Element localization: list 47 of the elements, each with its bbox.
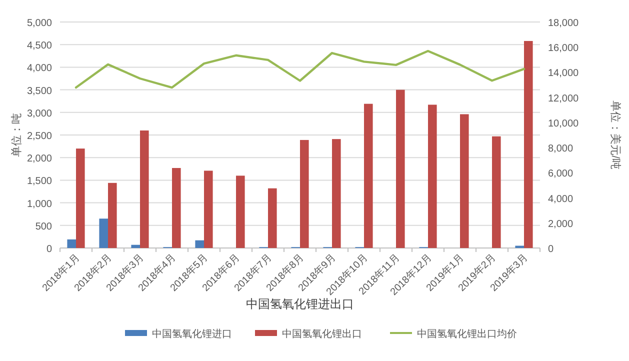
bar — [108, 182, 117, 248]
y2-tick-label: 18,000 — [548, 18, 580, 29]
bar — [300, 140, 309, 248]
bar — [492, 136, 501, 248]
bar — [396, 90, 405, 248]
y2-tick-label: 6,000 — [548, 168, 574, 180]
y2-tick-label: 4,000 — [548, 194, 574, 205]
bar — [268, 188, 277, 248]
bar — [195, 240, 204, 248]
y-axis-title: 单位：吨 — [10, 113, 23, 157]
y-tick-label: 5,000 — [26, 18, 52, 29]
bar — [524, 40, 533, 248]
y-tick-label: 4,000 — [26, 63, 52, 74]
legend-label: 中国氢氧化锂进口 — [152, 328, 232, 340]
y-tick-label: 1,000 — [26, 198, 52, 210]
y2-tick-label: 12,000 — [548, 93, 580, 104]
bar — [332, 139, 341, 248]
y2-tick-label: 0 — [548, 244, 554, 255]
y-tick-label: 2,000 — [26, 154, 52, 165]
y2-tick-label: 16,000 — [548, 43, 580, 54]
y2-tick-label: 10,000 — [548, 118, 580, 130]
bar — [67, 239, 76, 248]
bar — [204, 170, 213, 248]
bar — [364, 104, 373, 248]
legend-label: 中国氢氧化锂出口均价 — [417, 328, 517, 340]
y-tick-label: 4,500 — [26, 40, 52, 52]
bar — [99, 218, 108, 248]
y-tick-label: 2,500 — [26, 131, 52, 142]
line-series — [74, 50, 526, 89]
y2-tick-label: 8,000 — [548, 144, 574, 155]
bar — [236, 176, 245, 248]
bar — [140, 130, 149, 248]
bar — [460, 114, 469, 248]
y-tick-label: 3,500 — [26, 86, 52, 97]
y-tick-label: 500 — [35, 221, 52, 232]
text: 中国氢氧化锂进出口 — [246, 297, 354, 311]
bar — [172, 168, 181, 248]
y-tick-label: 0 — [46, 244, 52, 255]
y-tick-label: 3,000 — [26, 108, 52, 120]
y2-axis-title: 单位：美元/吨 — [609, 100, 622, 170]
bar — [131, 244, 140, 248]
y-tick-label: 1,500 — [26, 176, 52, 188]
y2-tick-label: 2,000 — [548, 218, 574, 230]
bar — [428, 104, 437, 248]
legend-label: 中国氢氧化锂出口 — [282, 328, 362, 340]
y2-tick-label: 14,000 — [548, 68, 580, 80]
bar — [76, 148, 85, 248]
